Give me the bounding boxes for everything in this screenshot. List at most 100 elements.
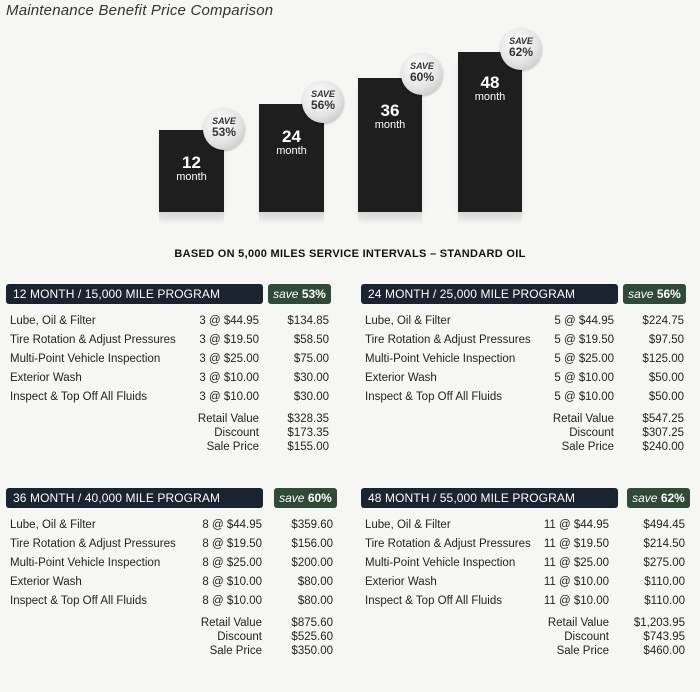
service-row: Lube, Oil & Filter 11 @ $44.95 $494.45 [361, 516, 696, 535]
service-row: Multi-Point Vehicle Inspection 8 @ $25.0… [6, 554, 341, 573]
service-name: Inspect & Top Off All Fluids [10, 595, 148, 607]
service-name: Tire Rotation & Adjust Pressures [365, 334, 531, 346]
service-name: Tire Rotation & Adjust Pressures [10, 538, 176, 550]
discount-row: Discount $743.95 [361, 630, 696, 644]
price-totals: Retail Value $1,203.95 Discount $743.95 … [361, 616, 696, 658]
total-value: $875.60 [291, 617, 333, 629]
save-percent: 60% [409, 70, 435, 84]
save-badge-48: SAVE 62% [500, 28, 542, 70]
service-name: Lube, Oil & Filter [365, 519, 451, 531]
service-quantity: 3 @ $10.00 [199, 372, 259, 384]
service-row: Tire Rotation & Adjust Pressures 8 @ $19… [6, 535, 341, 554]
total-value: $307.25 [642, 427, 684, 439]
service-name: Multi-Point Vehicle Inspection [365, 557, 516, 569]
program-name: 12 MONTH / 15,000 MILE PROGRAM [6, 284, 263, 304]
program-name: 48 MONTH / 55,000 MILE PROGRAM [361, 488, 618, 508]
total-label: Discount [569, 427, 614, 439]
program-panel-36-month: 36 MONTH / 40,000 MILE PROGRAM save 60% … [6, 488, 341, 658]
sale-price-row: Sale Price $460.00 [361, 644, 696, 658]
save-percent: 56% [310, 98, 336, 112]
service-amount: $75.00 [293, 353, 329, 365]
total-value: $350.00 [291, 645, 333, 657]
save-word: save [273, 287, 299, 301]
total-label: Discount [564, 631, 609, 643]
service-name: Exterior Wash [10, 372, 82, 384]
retail-value-row: Retail Value $328.35 [6, 412, 341, 426]
service-quantity: 8 @ $19.50 [202, 538, 262, 550]
service-row: Lube, Oil & Filter 3 @ $44.95 $134.85 [6, 312, 341, 331]
page-title: Maintenance Benefit Price Comparison [6, 2, 274, 19]
program-header: 48 MONTH / 55,000 MILE PROGRAM save 62% [361, 488, 696, 508]
service-row: Exterior Wash 11 @ $10.00 $110.00 [361, 573, 696, 592]
service-quantity: 11 @ $25.00 [543, 557, 609, 569]
service-row: Tire Rotation & Adjust Pressures 3 @ $19… [6, 331, 341, 350]
bar-unit: month [374, 119, 406, 131]
service-interval-note: BASED ON 5,000 MILES SERVICE INTERVALS –… [174, 248, 526, 260]
total-value: $460.00 [643, 645, 685, 657]
service-row: Inspect & Top Off All Fluids 5 @ $10.00 … [361, 388, 696, 407]
service-row: Multi-Point Vehicle Inspection 11 @ $25.… [361, 554, 696, 573]
total-label: Sale Price [209, 645, 262, 657]
service-amount: $110.00 [644, 576, 685, 588]
service-amount: $125.00 [642, 353, 684, 365]
bar-24-month: 24 month [259, 104, 324, 212]
total-value: $173.35 [287, 427, 329, 439]
service-name: Multi-Point Vehicle Inspection [10, 353, 161, 365]
service-row: Inspect & Top Off All Fluids 8 @ $10.00 … [6, 592, 341, 611]
service-quantity: 8 @ $25.00 [202, 557, 262, 569]
service-quantity: 8 @ $10.00 [202, 576, 262, 588]
bar-unit: month [176, 171, 207, 183]
discount-row: Discount $173.35 [6, 426, 341, 440]
service-amount: $80.00 [297, 576, 333, 588]
service-name: Multi-Point Vehicle Inspection [10, 557, 161, 569]
total-label: Retail Value [552, 413, 614, 425]
program-name: 24 MONTH / 25,000 MILE PROGRAM [361, 284, 618, 304]
discount-row: Discount $307.25 [361, 426, 696, 440]
service-amount: $50.00 [648, 391, 684, 403]
total-label: Sale Price [561, 441, 614, 453]
bar-reflection [458, 212, 522, 224]
service-row: Exterior Wash 3 @ $10.00 $30.00 [6, 369, 341, 388]
program-save-badge: save 56% [623, 284, 686, 304]
save-percent: 60% [307, 491, 332, 505]
program-save-badge: save 62% [627, 488, 690, 508]
service-quantity: 3 @ $44.95 [199, 315, 259, 327]
service-name: Inspect & Top Off All Fluids [365, 391, 503, 403]
service-name: Tire Rotation & Adjust Pressures [10, 334, 176, 346]
sale-price-row: Sale Price $240.00 [361, 440, 696, 454]
service-amount: $156.00 [291, 538, 333, 550]
service-quantity: 5 @ $10.00 [554, 372, 614, 384]
service-row: Multi-Point Vehicle Inspection 5 @ $25.0… [361, 350, 696, 369]
bar-reflection [159, 212, 224, 224]
retail-value-row: Retail Value $547.25 [361, 412, 696, 426]
service-quantity: 3 @ $10.00 [199, 391, 259, 403]
total-value: $1,203.95 [633, 617, 685, 629]
sale-price-row: Sale Price $155.00 [6, 440, 341, 454]
total-value: $743.95 [643, 631, 685, 643]
save-word: SAVE [212, 116, 236, 126]
save-badge-12: SAVE 53% [203, 108, 245, 150]
total-value: $155.00 [287, 441, 329, 453]
discount-row: Discount $525.60 [6, 630, 341, 644]
service-amount: $30.00 [293, 391, 329, 403]
service-quantity: 5 @ $25.00 [554, 353, 614, 365]
price-totals: Retail Value $875.60 Discount $525.60 Sa… [6, 616, 341, 658]
save-word: save [279, 491, 305, 505]
save-percent: 53% [211, 125, 237, 139]
bar-reflection [259, 212, 324, 224]
service-row: Inspect & Top Off All Fluids 11 @ $10.00… [361, 592, 696, 611]
total-value: $547.25 [642, 413, 684, 425]
service-quantity: 3 @ $19.50 [199, 334, 259, 346]
total-label: Discount [217, 631, 262, 643]
service-row: Exterior Wash 5 @ $10.00 $50.00 [361, 369, 696, 388]
service-amount: $110.00 [644, 595, 685, 607]
bar-36-month: 36 month [358, 78, 422, 212]
save-word: SAVE [509, 36, 533, 46]
bar-label: 48 [480, 73, 500, 92]
service-amount: $50.00 [648, 372, 684, 384]
retail-value-row: Retail Value $875.60 [6, 616, 341, 630]
total-label: Sale Price [556, 645, 609, 657]
service-name: Inspect & Top Off All Fluids [10, 391, 148, 403]
save-word: save [628, 287, 654, 301]
service-quantity: 11 @ $44.95 [543, 519, 609, 531]
